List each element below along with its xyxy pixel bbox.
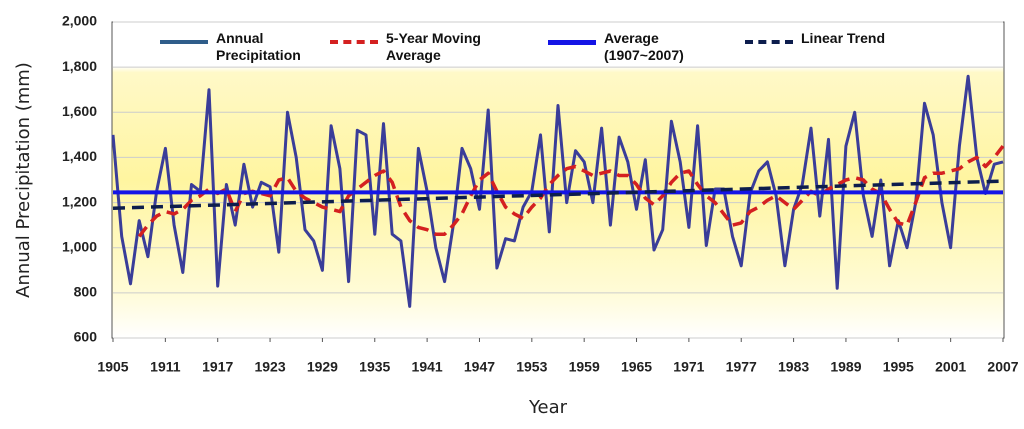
x-tick-label: 1941 bbox=[412, 359, 443, 375]
x-tick-label: 1923 bbox=[254, 359, 285, 375]
legend-label: 5-Year Moving Average bbox=[386, 30, 481, 63]
x-tick-label: 1965 bbox=[621, 359, 652, 375]
x-tick-label: 1995 bbox=[883, 359, 914, 375]
y-tick-label: 1,800 bbox=[62, 58, 97, 74]
y-tick-label: 2,000 bbox=[62, 13, 97, 29]
x-tick-label: 1983 bbox=[778, 359, 809, 375]
legend-item: 5-Year Moving Average bbox=[330, 30, 506, 64]
x-tick-label: 2001 bbox=[935, 359, 966, 375]
plot-area bbox=[111, 21, 1005, 339]
y-tick-label: 800 bbox=[74, 284, 98, 300]
legend-swatch bbox=[745, 40, 793, 44]
y-tick-label: 1,400 bbox=[62, 148, 97, 164]
x-tick-label: 1929 bbox=[307, 359, 338, 375]
legend-label: Annual Precipitation bbox=[216, 30, 301, 63]
x-tick-label: 1911 bbox=[150, 359, 181, 375]
x-tick-label: 1905 bbox=[97, 359, 128, 375]
x-tick-label: 1953 bbox=[516, 359, 547, 375]
x-tick-label: 2007 bbox=[987, 359, 1018, 375]
x-axis-title: Year bbox=[528, 397, 568, 418]
legend-item: Annual Precipitation bbox=[160, 30, 326, 64]
legend-item: Average (1907~2007) bbox=[548, 30, 714, 64]
legend-label: Linear Trend bbox=[801, 30, 886, 46]
legend-swatch bbox=[330, 40, 378, 44]
x-tick-label: 1977 bbox=[726, 359, 757, 375]
x-tick-label: 1947 bbox=[464, 359, 495, 375]
legend-label: Average (1907~2007) bbox=[604, 30, 684, 63]
series-line bbox=[137, 145, 1005, 238]
y-tick-label: 1,600 bbox=[62, 103, 97, 119]
legend-swatch bbox=[548, 40, 596, 45]
legend: Annual Precipitation 5-Year Moving Averag… bbox=[160, 30, 1020, 80]
series-line bbox=[111, 74, 1004, 308]
y-axis-title: Annual Precipitation (mm) bbox=[13, 62, 34, 298]
legend-swatch bbox=[160, 40, 208, 44]
x-tick-label: 1989 bbox=[830, 359, 861, 375]
series-line bbox=[112, 179, 1004, 210]
y-tick-label: 1,200 bbox=[62, 193, 97, 209]
y-tick-label: 1,000 bbox=[62, 238, 97, 254]
x-tick-label: 1935 bbox=[359, 359, 390, 375]
x-tick-label: 1917 bbox=[202, 359, 233, 375]
x-tick-label: 1971 bbox=[673, 359, 704, 375]
x-tick-label: 1959 bbox=[569, 359, 600, 375]
legend-item: Linear Trend bbox=[745, 30, 951, 47]
y-tick-label: 600 bbox=[74, 329, 98, 345]
